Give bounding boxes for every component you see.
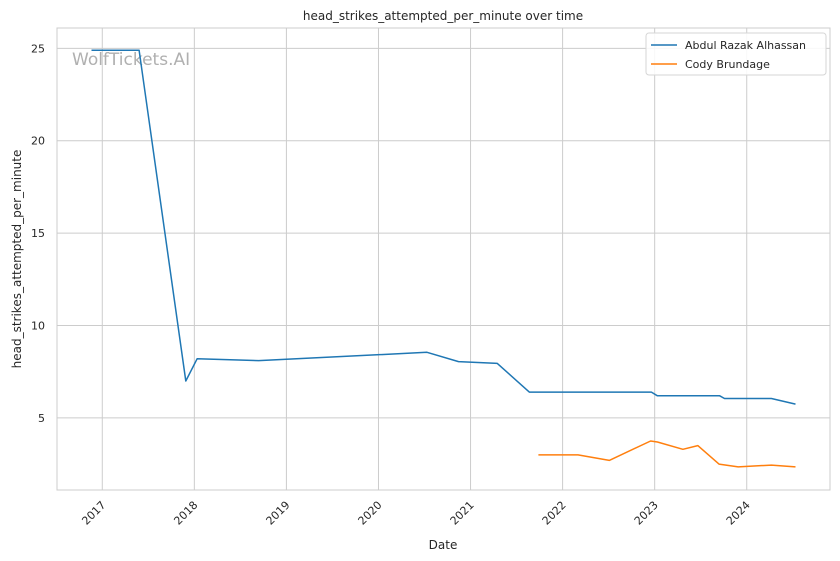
y-tick-label: 5	[38, 412, 45, 425]
x-tick-label: 2021	[448, 499, 477, 528]
y-tick-label: 10	[31, 320, 45, 333]
y-tick-label: 15	[31, 227, 45, 240]
x-tick-label: 2024	[724, 499, 753, 528]
plot-area-frame	[56, 27, 831, 491]
series-line	[538, 440, 796, 468]
y-tick-label: 25	[31, 42, 45, 55]
x-tick-label: 2017	[79, 499, 108, 528]
legend-label: Cody Brundage	[685, 58, 770, 71]
x-tick-label: 2020	[356, 499, 385, 528]
grid	[57, 28, 830, 490]
x-axis-label: Date	[429, 538, 458, 552]
series-line	[91, 49, 796, 405]
watermark: WolfTickets.AI	[72, 50, 190, 70]
y-tick-label: 20	[31, 135, 45, 148]
axis-ticks: 2017 2018 2019 2020 2021 2022 2023 2024 5 10 15 20 2…	[31, 42, 753, 527]
legend-label: Abdul Razak Alhassan	[685, 39, 806, 52]
chart-title: head_strikes_attempted_per_minute over t…	[303, 9, 583, 23]
x-tick-label: 2022	[540, 499, 569, 528]
legend-box	[645, 32, 827, 76]
y-axis-label: head_strikes_attempted_per_minute	[10, 150, 24, 369]
series-lines	[91, 49, 796, 468]
x-tick-label: 2023	[632, 499, 661, 528]
legend: Abdul Razak Alhassan Cody Brundage	[645, 32, 827, 76]
x-tick-label: 2019	[264, 499, 293, 528]
x-tick-label: 2018	[171, 499, 200, 528]
